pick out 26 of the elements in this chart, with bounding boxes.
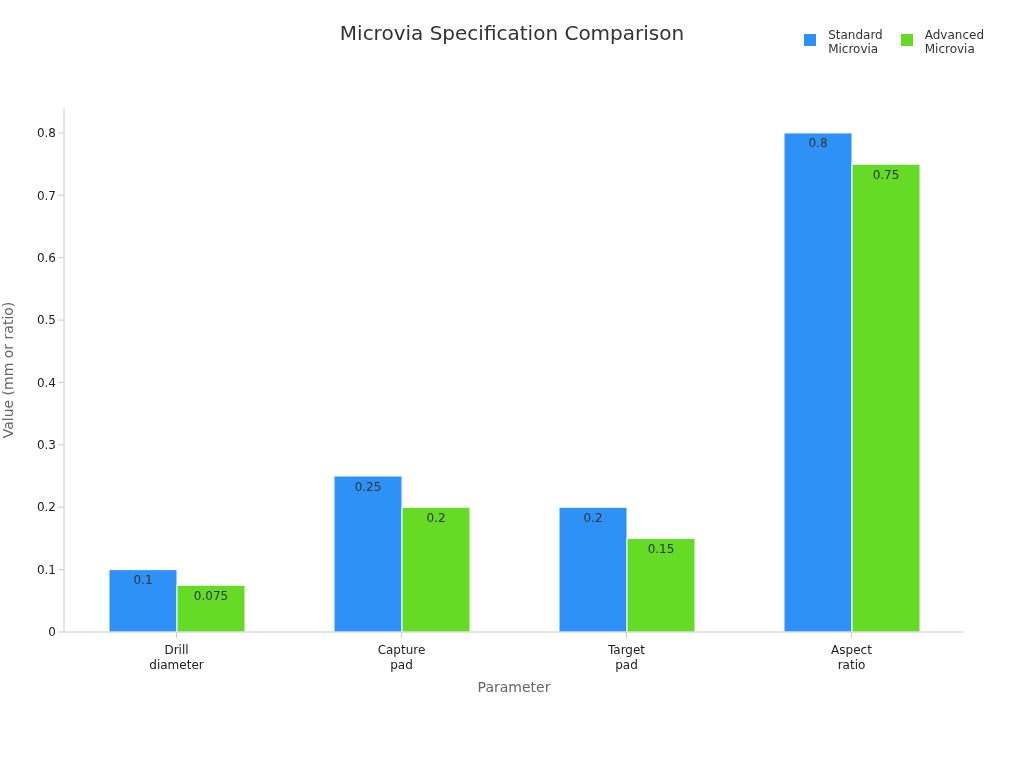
y-tick-label: 0.6 [36, 250, 56, 265]
y-tick-label: 0.4 [36, 375, 56, 390]
y-tick-label: 0 [48, 625, 56, 640]
data-label: 0.1 [133, 573, 153, 588]
data-label: 0.2 [583, 510, 603, 525]
data-label: 0.075 [193, 588, 229, 603]
x-tick-label: Drill diameter [149, 643, 204, 672]
data-label: 0.75 [872, 167, 900, 182]
x-tick-label: Target pad [606, 643, 646, 672]
data-label: 0.2 [426, 510, 446, 525]
y-tick-label: 0.7 [36, 188, 56, 203]
x-tick-label: Aspect ratio [831, 643, 873, 672]
data-label: 0.15 [647, 541, 675, 556]
x-tick-label: Capture pad [377, 643, 426, 672]
legend-label: Standard Microvia [828, 28, 883, 56]
y-tick-label: 0.3 [36, 438, 56, 453]
y-axis-title: Value (mm or ratio) [0, 301, 16, 439]
data-label: 0.25 [354, 479, 382, 494]
x-axis-title: Parameter [477, 679, 551, 695]
y-tick-label: 0.5 [36, 313, 56, 328]
legend-label: Advanced Microvia [924, 28, 984, 56]
y-tick-label: 0.1 [36, 562, 56, 577]
y-tick-label: 0.2 [36, 500, 56, 515]
chart-title: Microvia Specification Comparison [339, 21, 685, 45]
data-label: 0.8 [808, 136, 828, 151]
y-tick-label: 0.8 [36, 126, 56, 141]
